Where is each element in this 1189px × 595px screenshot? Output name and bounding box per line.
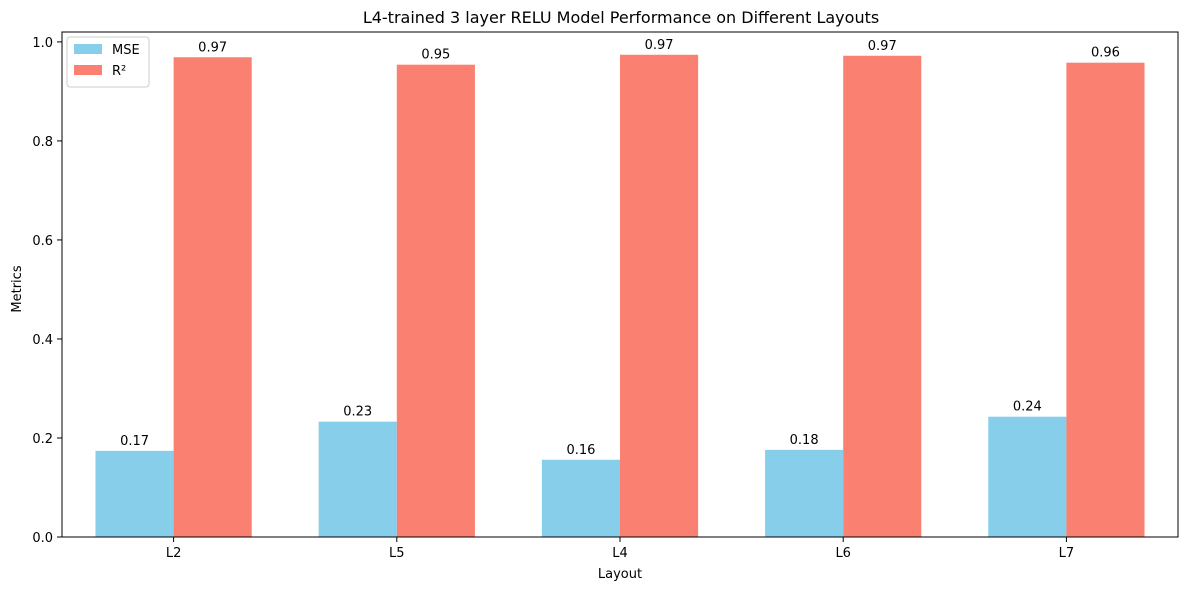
- x-tick-label-l7: L7: [1059, 546, 1075, 561]
- x-tick-label-l5: L5: [389, 546, 405, 561]
- axes-layer: 0.0 0.2 0.4 0.6 0.8 1.0 L2 L5 L4 L6 L7: [32, 31, 1179, 561]
- bar-r2-l4: [620, 54, 699, 538]
- legend: MSE R²: [66, 36, 150, 88]
- data-label-mse-l2: 0.17: [120, 434, 149, 449]
- data-label-r2-l2: 0.97: [198, 40, 227, 55]
- y-axis-label: Metrics: [10, 265, 25, 312]
- bar-r2-l2: [173, 57, 252, 537]
- y-tick-label: 0.0: [32, 531, 53, 546]
- y-tick-label: 0.2: [32, 432, 53, 447]
- data-label-mse-l6: 0.18: [790, 433, 819, 448]
- bar-mse-l5: [318, 421, 397, 537]
- data-label-r2-l5: 0.95: [421, 48, 450, 63]
- chart-title: L4-trained 3 layer RELU Model Performanc…: [363, 8, 879, 27]
- data-label-mse-l5: 0.23: [343, 405, 372, 420]
- data-label-r2-l7: 0.96: [1091, 46, 1120, 61]
- y-tick-label: 1.0: [32, 36, 53, 51]
- x-tick-label-l4: L4: [612, 546, 628, 561]
- x-axis-label: Layout: [598, 567, 642, 582]
- bar-mse-l6: [765, 449, 844, 537]
- bars-layer: [95, 54, 1145, 538]
- bar-r2-l7: [1066, 62, 1145, 537]
- bar-r2-l6: [843, 55, 922, 537]
- data-label-r2-l6: 0.97: [868, 39, 897, 54]
- legend-swatch-mse: [74, 44, 102, 54]
- x-tick-label-l6: L6: [835, 546, 851, 561]
- y-tick-label: 0.8: [32, 135, 53, 150]
- bar-r2-l5: [396, 64, 475, 538]
- y-tick-label: 0.6: [32, 234, 53, 249]
- bar-mse-l2: [95, 450, 174, 537]
- legend-label-r2: R²: [112, 64, 126, 79]
- data-labels-layer: 0.17 0.23 0.16 0.18 0.24 0.97 0.95 0.97 0.97 0.96: [120, 38, 1120, 458]
- legend-swatch-r2: [74, 65, 102, 75]
- y-tick-label: 0.4: [32, 333, 53, 348]
- bar-mse-l4: [541, 459, 620, 537]
- x-tick-label-l2: L2: [166, 546, 182, 561]
- data-label-r2-l4: 0.97: [645, 38, 674, 53]
- data-label-mse-l7: 0.24: [1013, 400, 1042, 415]
- bar-mse-l7: [988, 416, 1067, 537]
- data-label-mse-l4: 0.16: [566, 443, 595, 458]
- legend-label-mse: MSE: [112, 43, 140, 58]
